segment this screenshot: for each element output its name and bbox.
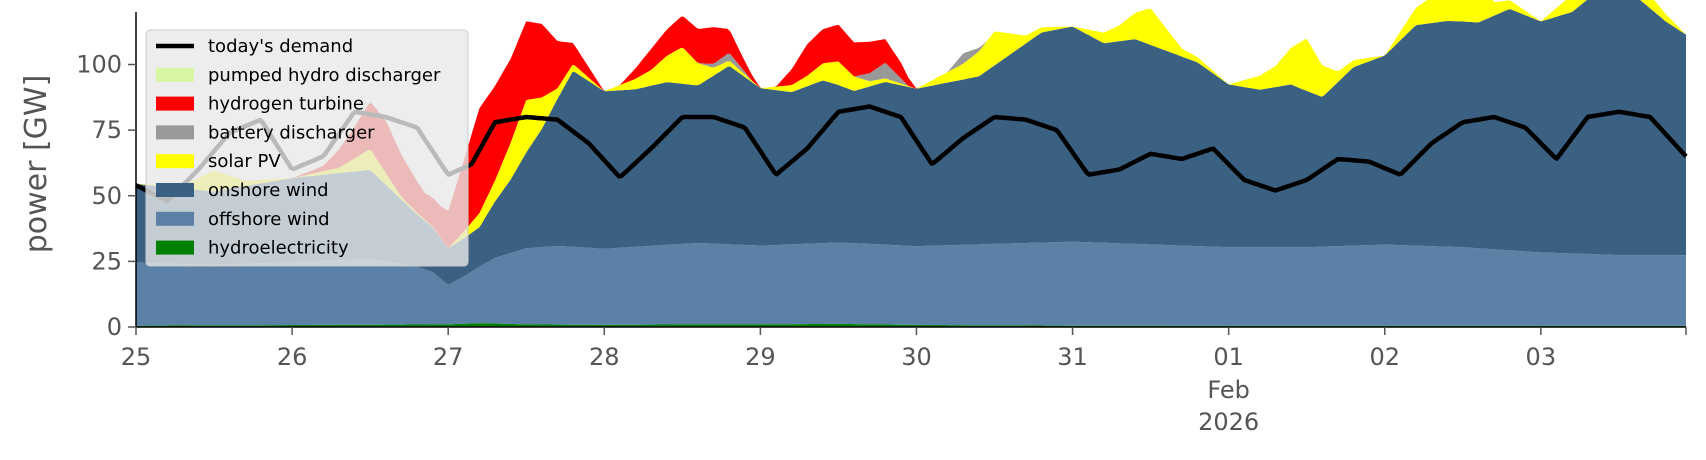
x-tick-sublabel-year: 2026 xyxy=(1198,408,1259,436)
x-tick-label: 31 xyxy=(1057,343,1088,371)
area-onshore-wind xyxy=(136,0,1686,285)
x-tick-label: 26 xyxy=(277,343,308,371)
legend-swatch-pumped-hydro-discharger xyxy=(156,67,194,82)
legend-box xyxy=(145,29,469,267)
legend-swatch-onshore-wind xyxy=(156,183,194,197)
legend-label-onshore-wind: onshore wind xyxy=(208,180,329,201)
legend-label-offshore-wind: offshore wind xyxy=(208,209,330,230)
x-tick-label: 30 xyxy=(901,343,932,371)
legend-swatch-battery-discharger xyxy=(156,125,194,140)
x-tick-label: 28 xyxy=(589,343,620,371)
legend-label-battery-discharger: battery discharger xyxy=(208,122,375,143)
y-tick-label: 0 xyxy=(107,313,122,341)
x-tick-sublabel-month: Feb xyxy=(1207,376,1250,404)
x-tick-label: 01 xyxy=(1213,343,1244,371)
legend-label-hydroelectricity: hydroelectricity xyxy=(208,238,349,259)
legend-swatch-hydroelectricity xyxy=(156,240,194,255)
area-solar-pv xyxy=(136,0,1686,248)
stacked-area-group xyxy=(136,0,1686,327)
legend-label-hydrogen-turbine: hydrogen turbine xyxy=(208,94,364,115)
x-tick-label: 27 xyxy=(433,343,464,371)
x-tick-label: 02 xyxy=(1369,343,1400,371)
x-tick-label: 25 xyxy=(121,343,152,371)
y-axis-label: power [GW] xyxy=(19,75,54,254)
legend-label-solar-pv: solar PV xyxy=(208,151,281,172)
y-tick-label: 75 xyxy=(91,116,122,144)
area-offshore-wind xyxy=(136,241,1686,326)
legend: today's demand pumped hydro discharger hyd… xyxy=(145,29,469,267)
y-tick-label: 25 xyxy=(91,247,122,275)
legend-swatch-hydrogen-turbine xyxy=(156,96,194,111)
y-tick-label: 100 xyxy=(76,51,122,79)
legend-swatch-offshore-wind xyxy=(156,211,194,226)
x-tick-label: 03 xyxy=(1526,343,1557,371)
legend-label-today-s-demand: today's demand xyxy=(208,36,353,57)
legend-swatch-solar-pv xyxy=(156,154,194,169)
legend-label-pumped-hydro-discharger: pumped hydro discharger xyxy=(208,65,441,86)
y-tick-label: 50 xyxy=(91,182,122,210)
area-hydrogen-turbine xyxy=(136,0,1686,248)
x-tick-label: 29 xyxy=(745,343,776,371)
area-hydroelectricity xyxy=(136,323,1686,327)
